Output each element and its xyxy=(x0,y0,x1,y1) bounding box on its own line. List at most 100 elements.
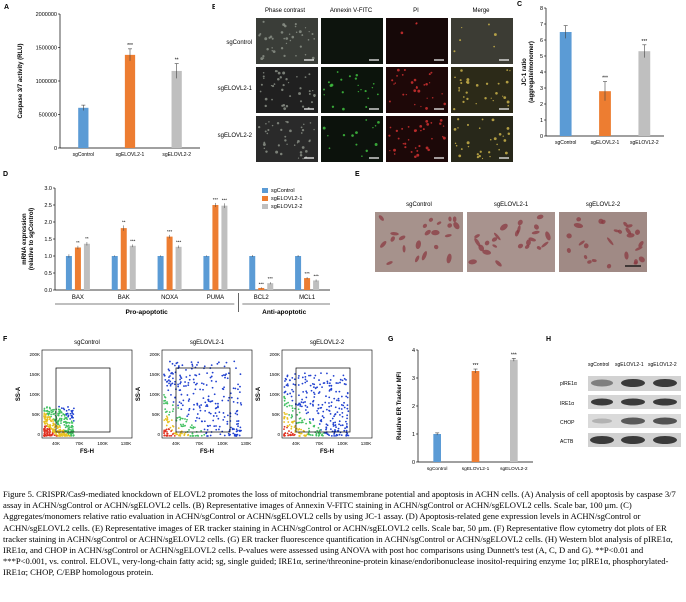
flow-dot xyxy=(183,434,186,437)
cell-dot xyxy=(422,128,425,131)
flow-dot xyxy=(333,397,336,400)
significance-label: *** xyxy=(176,239,182,244)
flow-dot xyxy=(346,404,349,407)
flow-dot xyxy=(221,399,224,402)
significance-label: *** xyxy=(602,76,608,82)
figure-caption: Figure 5. CRISPR/Cas9-mediated knockdown… xyxy=(3,489,676,578)
flow-dot xyxy=(290,395,293,398)
er-cell xyxy=(390,232,399,236)
cell-dot xyxy=(460,69,463,72)
flow-y-tick: 150K xyxy=(269,372,280,377)
flow-dot xyxy=(212,419,215,422)
flow-dot xyxy=(342,374,345,377)
flow-dot xyxy=(71,425,74,428)
flow-dot xyxy=(293,434,295,437)
cell-dot xyxy=(357,84,359,87)
flow-dot xyxy=(291,415,294,418)
flow-dot xyxy=(168,434,171,437)
flow-y-tick: 0 xyxy=(277,432,280,437)
flow-dot xyxy=(337,427,340,430)
flow-dot xyxy=(222,374,225,376)
flow-dot xyxy=(297,384,300,386)
cell-dot xyxy=(488,151,491,154)
bar-sgControl xyxy=(433,434,441,462)
flow-dot xyxy=(234,412,237,415)
flow-dot xyxy=(291,409,294,412)
chart-g: G01234sgControl***sgELOVL2-1***sgELOVL2-… xyxy=(397,348,533,472)
cell-dot xyxy=(308,30,310,33)
flow-dot xyxy=(283,399,286,402)
flow-dot xyxy=(333,434,336,437)
flow-dot xyxy=(210,380,213,382)
cell-dot xyxy=(389,126,392,129)
flow-dot xyxy=(239,385,241,388)
flow-dot xyxy=(336,411,339,414)
flow-dot xyxy=(46,432,48,435)
flow-dot xyxy=(338,390,341,393)
legend-label: sgELOVL2-1 xyxy=(271,196,303,202)
flow-dot xyxy=(196,404,199,406)
flow-dot xyxy=(329,379,332,381)
flow-dot xyxy=(297,377,300,379)
er-cell xyxy=(433,244,439,250)
cell-dot xyxy=(374,143,378,146)
flow-dot xyxy=(321,386,323,388)
cell-dot xyxy=(308,93,311,95)
er-cell xyxy=(541,241,549,248)
flow-dot xyxy=(318,423,321,425)
bar-sgELOVL2-1 xyxy=(471,371,480,462)
flow-dot xyxy=(227,399,230,402)
flow-dot xyxy=(339,381,341,384)
cell-dot xyxy=(285,105,289,108)
cell-dot xyxy=(364,90,367,93)
flow-dot xyxy=(206,372,209,375)
flow-dot xyxy=(316,386,319,389)
cell-dot xyxy=(475,84,479,87)
flow-dot xyxy=(234,387,237,390)
flow-dot xyxy=(53,423,56,426)
cell-dot xyxy=(489,155,491,158)
flow-dot xyxy=(171,404,174,407)
flow-dot xyxy=(298,417,301,420)
bar-BAX-sgELOVL2-1 xyxy=(74,247,81,290)
flow-frame xyxy=(41,349,133,439)
flow-dot xyxy=(343,383,346,385)
er-cell xyxy=(606,237,614,246)
flow-dot xyxy=(305,412,308,415)
flow-dot xyxy=(218,411,221,414)
cell-dot xyxy=(489,138,492,141)
cell-dot xyxy=(348,75,351,78)
er-cell xyxy=(436,221,442,225)
cell-dot xyxy=(262,55,265,58)
flow-dot xyxy=(340,395,343,398)
y-tick-label: 2 xyxy=(412,404,415,410)
flow-x-tick: 70K xyxy=(195,441,203,446)
cell-dot xyxy=(365,105,368,108)
flow-dot xyxy=(222,418,225,421)
cell-dot xyxy=(271,85,275,88)
group-label-pro: Pro-apoptotic xyxy=(126,309,169,316)
flow-dot xyxy=(63,423,66,426)
bar-NOXA-sgELOVL2-2 xyxy=(175,246,182,290)
bar-BCL2-sgControl xyxy=(249,256,256,290)
flow-dot xyxy=(166,384,169,387)
cell-dot xyxy=(372,126,374,129)
flow-dot xyxy=(291,376,294,379)
flow-dot xyxy=(206,424,209,427)
y-tick-label: 2.5 xyxy=(44,203,52,209)
cell-dot xyxy=(416,149,419,152)
flow-dot xyxy=(178,434,180,437)
flow-dot xyxy=(165,424,168,427)
flow-dot xyxy=(170,430,173,432)
cell-dot xyxy=(354,77,358,80)
cell-dot xyxy=(323,94,325,96)
flow-dot xyxy=(226,423,229,425)
er-cell xyxy=(623,221,628,227)
cell-dot xyxy=(311,56,315,60)
cell-dot xyxy=(304,76,307,79)
flow-dot xyxy=(317,435,320,437)
y-axis-label: Caspase 3/7 activity (RLU) xyxy=(18,43,24,118)
cell-dot xyxy=(423,83,426,86)
flow-dot xyxy=(54,419,57,421)
bar-sgControl xyxy=(559,32,572,136)
